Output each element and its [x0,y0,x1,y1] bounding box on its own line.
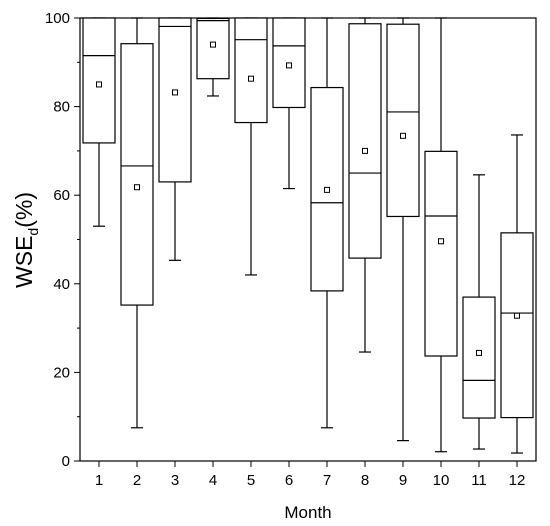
x-tick-label: 3 [171,472,179,489]
box-series [82,17,534,454]
x-tick-label: 2 [133,472,141,489]
y-axis-title-main: WSE [11,236,37,288]
box-month-9 [386,17,420,442]
box-iqr [158,17,192,183]
y-tick-label: 60 [53,187,70,204]
box-month-5 [234,17,268,276]
x-tick-label: 11 [471,472,487,489]
mean-marker [476,349,482,356]
mean-marker [514,312,520,319]
x-tick-label: 9 [399,472,407,489]
box-iqr [234,17,268,124]
mean-marker [400,132,406,139]
box-month-3 [158,17,192,261]
mean-marker [210,41,216,48]
y-tick-label: 0 [62,453,70,470]
x-tick-label: 8 [361,472,369,489]
box-iqr [386,23,420,218]
x-tick-label: 12 [509,472,526,489]
box-month-12 [500,134,534,454]
x-tick-label: 7 [323,472,331,489]
x-tick-label: 10 [433,472,450,489]
box-iqr [500,232,534,419]
box-month-10 [424,17,458,453]
mean-marker [362,147,368,154]
y-tick-label: 20 [53,364,70,381]
mean-marker [438,238,444,245]
y-axis-title-subscript: d [25,228,41,236]
y-axis: 0 20 40 60 80 100 [45,10,80,470]
box-month-4 [196,17,230,97]
x-axis: 1 2 3 4 5 6 7 8 9 10 11 12 [95,461,526,489]
x-tick-label: 5 [247,472,255,489]
box-month-1 [82,17,116,227]
box-month-2 [120,17,154,429]
box-iqr [424,150,458,357]
x-tick-label: 4 [209,472,217,489]
box-iqr [82,17,116,144]
mean-marker [134,184,140,191]
box-month-8 [348,17,382,353]
mean-marker [324,186,330,193]
box-iqr [120,43,154,306]
box-iqr [462,296,496,419]
y-tick-label: 40 [53,276,70,293]
y-tick-label: 100 [45,10,70,27]
mean-marker [172,89,178,96]
x-tick-label: 6 [285,472,293,489]
box-iqr [348,23,382,259]
mean-marker [248,75,254,82]
y-axis-title-suffix: (%) [11,192,37,228]
x-axis-title: Month [284,503,331,522]
box-iqr [196,17,230,80]
mean-marker [96,81,102,88]
x-tick-label: 1 [95,472,103,489]
box-month-7 [310,17,344,429]
y-axis-title: WSEd(%) [11,192,41,288]
mean-marker [286,62,292,69]
box-month-6 [272,17,306,190]
box-month-11 [462,174,496,450]
y-tick-label: 80 [53,99,70,116]
